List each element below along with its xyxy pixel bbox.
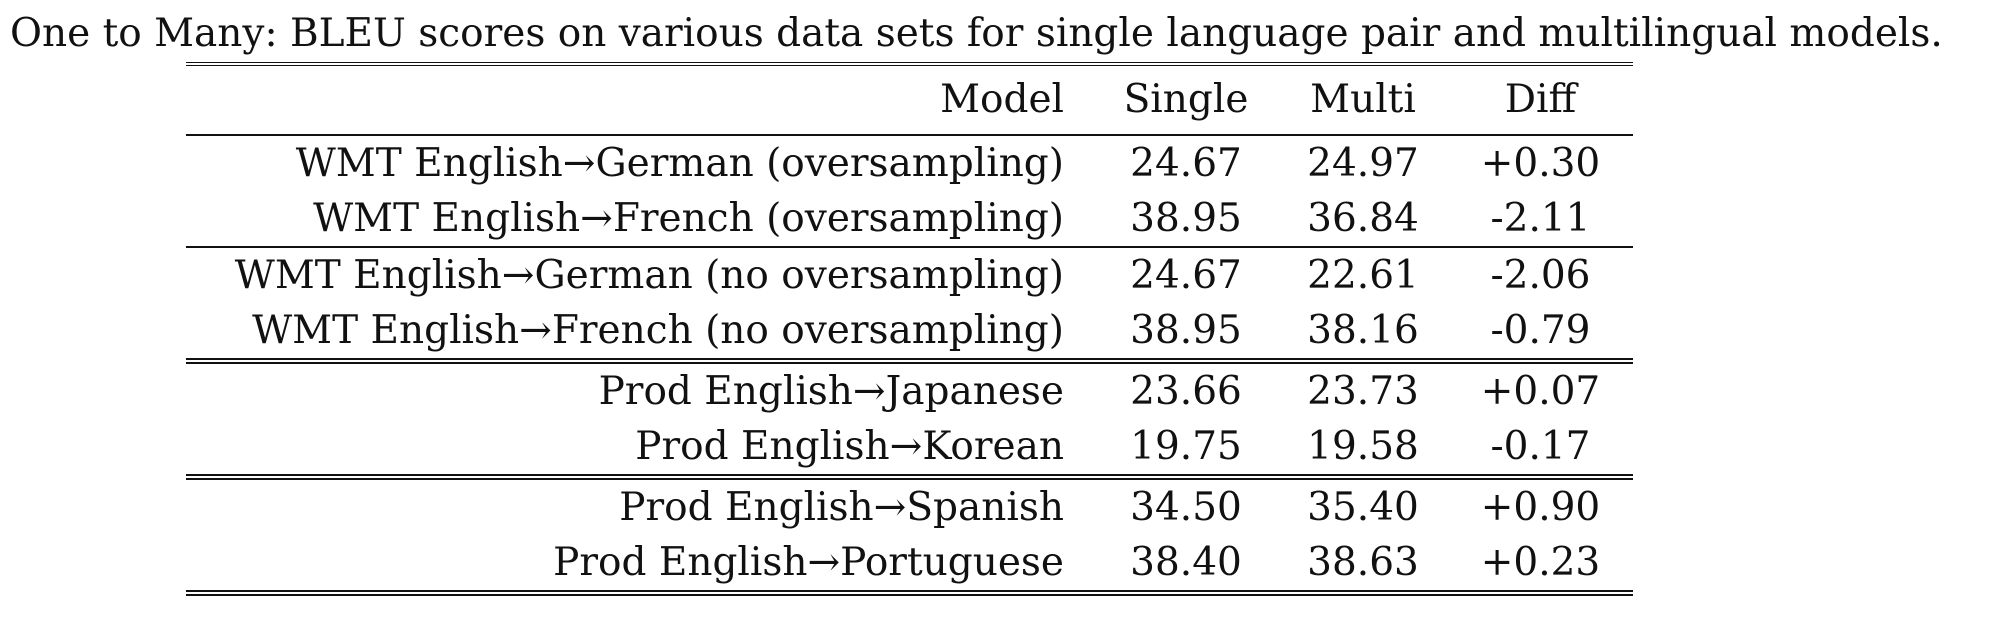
table-row: WMT English→French (no oversampling) 38.… [186, 303, 1633, 361]
table-row: WMT English→German (oversampling) 24.67 … [186, 135, 1633, 191]
table-row: WMT English→German (no oversampling) 24.… [186, 246, 1633, 303]
row-single: 19.75 [1130, 424, 1242, 469]
table-row: WMT English→French (oversampling) 38.95 … [186, 191, 1633, 247]
row-diff: +0.23 [1448, 535, 1633, 596]
row-model: WMT English→French (oversampling) [313, 196, 1064, 241]
header-row: Model Single Multi Diff [186, 62, 1633, 136]
row-model: Prod English→Korean [635, 424, 1064, 469]
row-diff: -0.17 [1490, 424, 1591, 469]
row-multi: 23.73 [1278, 358, 1448, 419]
header-model: Model [186, 62, 1094, 136]
header-single: Single [1094, 62, 1278, 136]
row-model: Prod English→Portuguese [186, 535, 1094, 596]
row-single: 23.66 [1094, 358, 1278, 419]
row-single: 34.50 [1094, 474, 1278, 535]
row-single: 38.95 [1130, 308, 1242, 353]
row-diff: +0.30 [1480, 141, 1601, 186]
row-multi: 24.97 [1307, 141, 1419, 186]
row-diff: -2.06 [1448, 246, 1633, 303]
table-caption: One to Many: BLEU scores on various data… [10, 11, 1943, 56]
row-multi: 36.84 [1307, 196, 1419, 241]
row-model: WMT English→French (no oversampling) [252, 308, 1064, 353]
row-model: Prod English→Spanish [186, 474, 1094, 535]
header-diff: Diff [1448, 62, 1633, 136]
row-multi: 19.58 [1307, 424, 1419, 469]
row-model: Prod English→Japanese [186, 358, 1094, 419]
row-diff: -2.11 [1490, 196, 1591, 241]
table-row: Prod English→Japanese 23.66 23.73 +0.07 [186, 358, 1633, 419]
row-multi: 38.63 [1278, 535, 1448, 596]
table-row: Prod English→Portuguese 38.40 38.63 +0.2… [186, 535, 1633, 596]
row-multi: 22.61 [1278, 246, 1448, 303]
table-row: Prod English→Korean 19.75 19.58 -0.17 [186, 419, 1633, 477]
row-diff: +0.90 [1448, 474, 1633, 535]
row-single: 38.95 [1130, 196, 1242, 241]
table-row: Prod English→Spanish 34.50 35.40 +0.90 [186, 474, 1633, 535]
row-multi: 38.16 [1307, 308, 1419, 353]
row-single: 38.40 [1094, 535, 1278, 596]
row-model: WMT English→German (oversampling) [295, 141, 1064, 186]
row-diff: +0.07 [1448, 358, 1633, 419]
row-diff: -0.79 [1490, 308, 1591, 353]
results-table-container: Model Single Multi Diff WMT English→Germ… [186, 62, 1633, 596]
row-model: WMT English→German (no oversampling) [186, 246, 1094, 303]
row-multi: 35.40 [1278, 474, 1448, 535]
row-single: 24.67 [1130, 141, 1242, 186]
row-single: 24.67 [1094, 246, 1278, 303]
header-multi: Multi [1278, 62, 1448, 136]
results-table: Model Single Multi Diff WMT English→Germ… [186, 62, 1633, 596]
